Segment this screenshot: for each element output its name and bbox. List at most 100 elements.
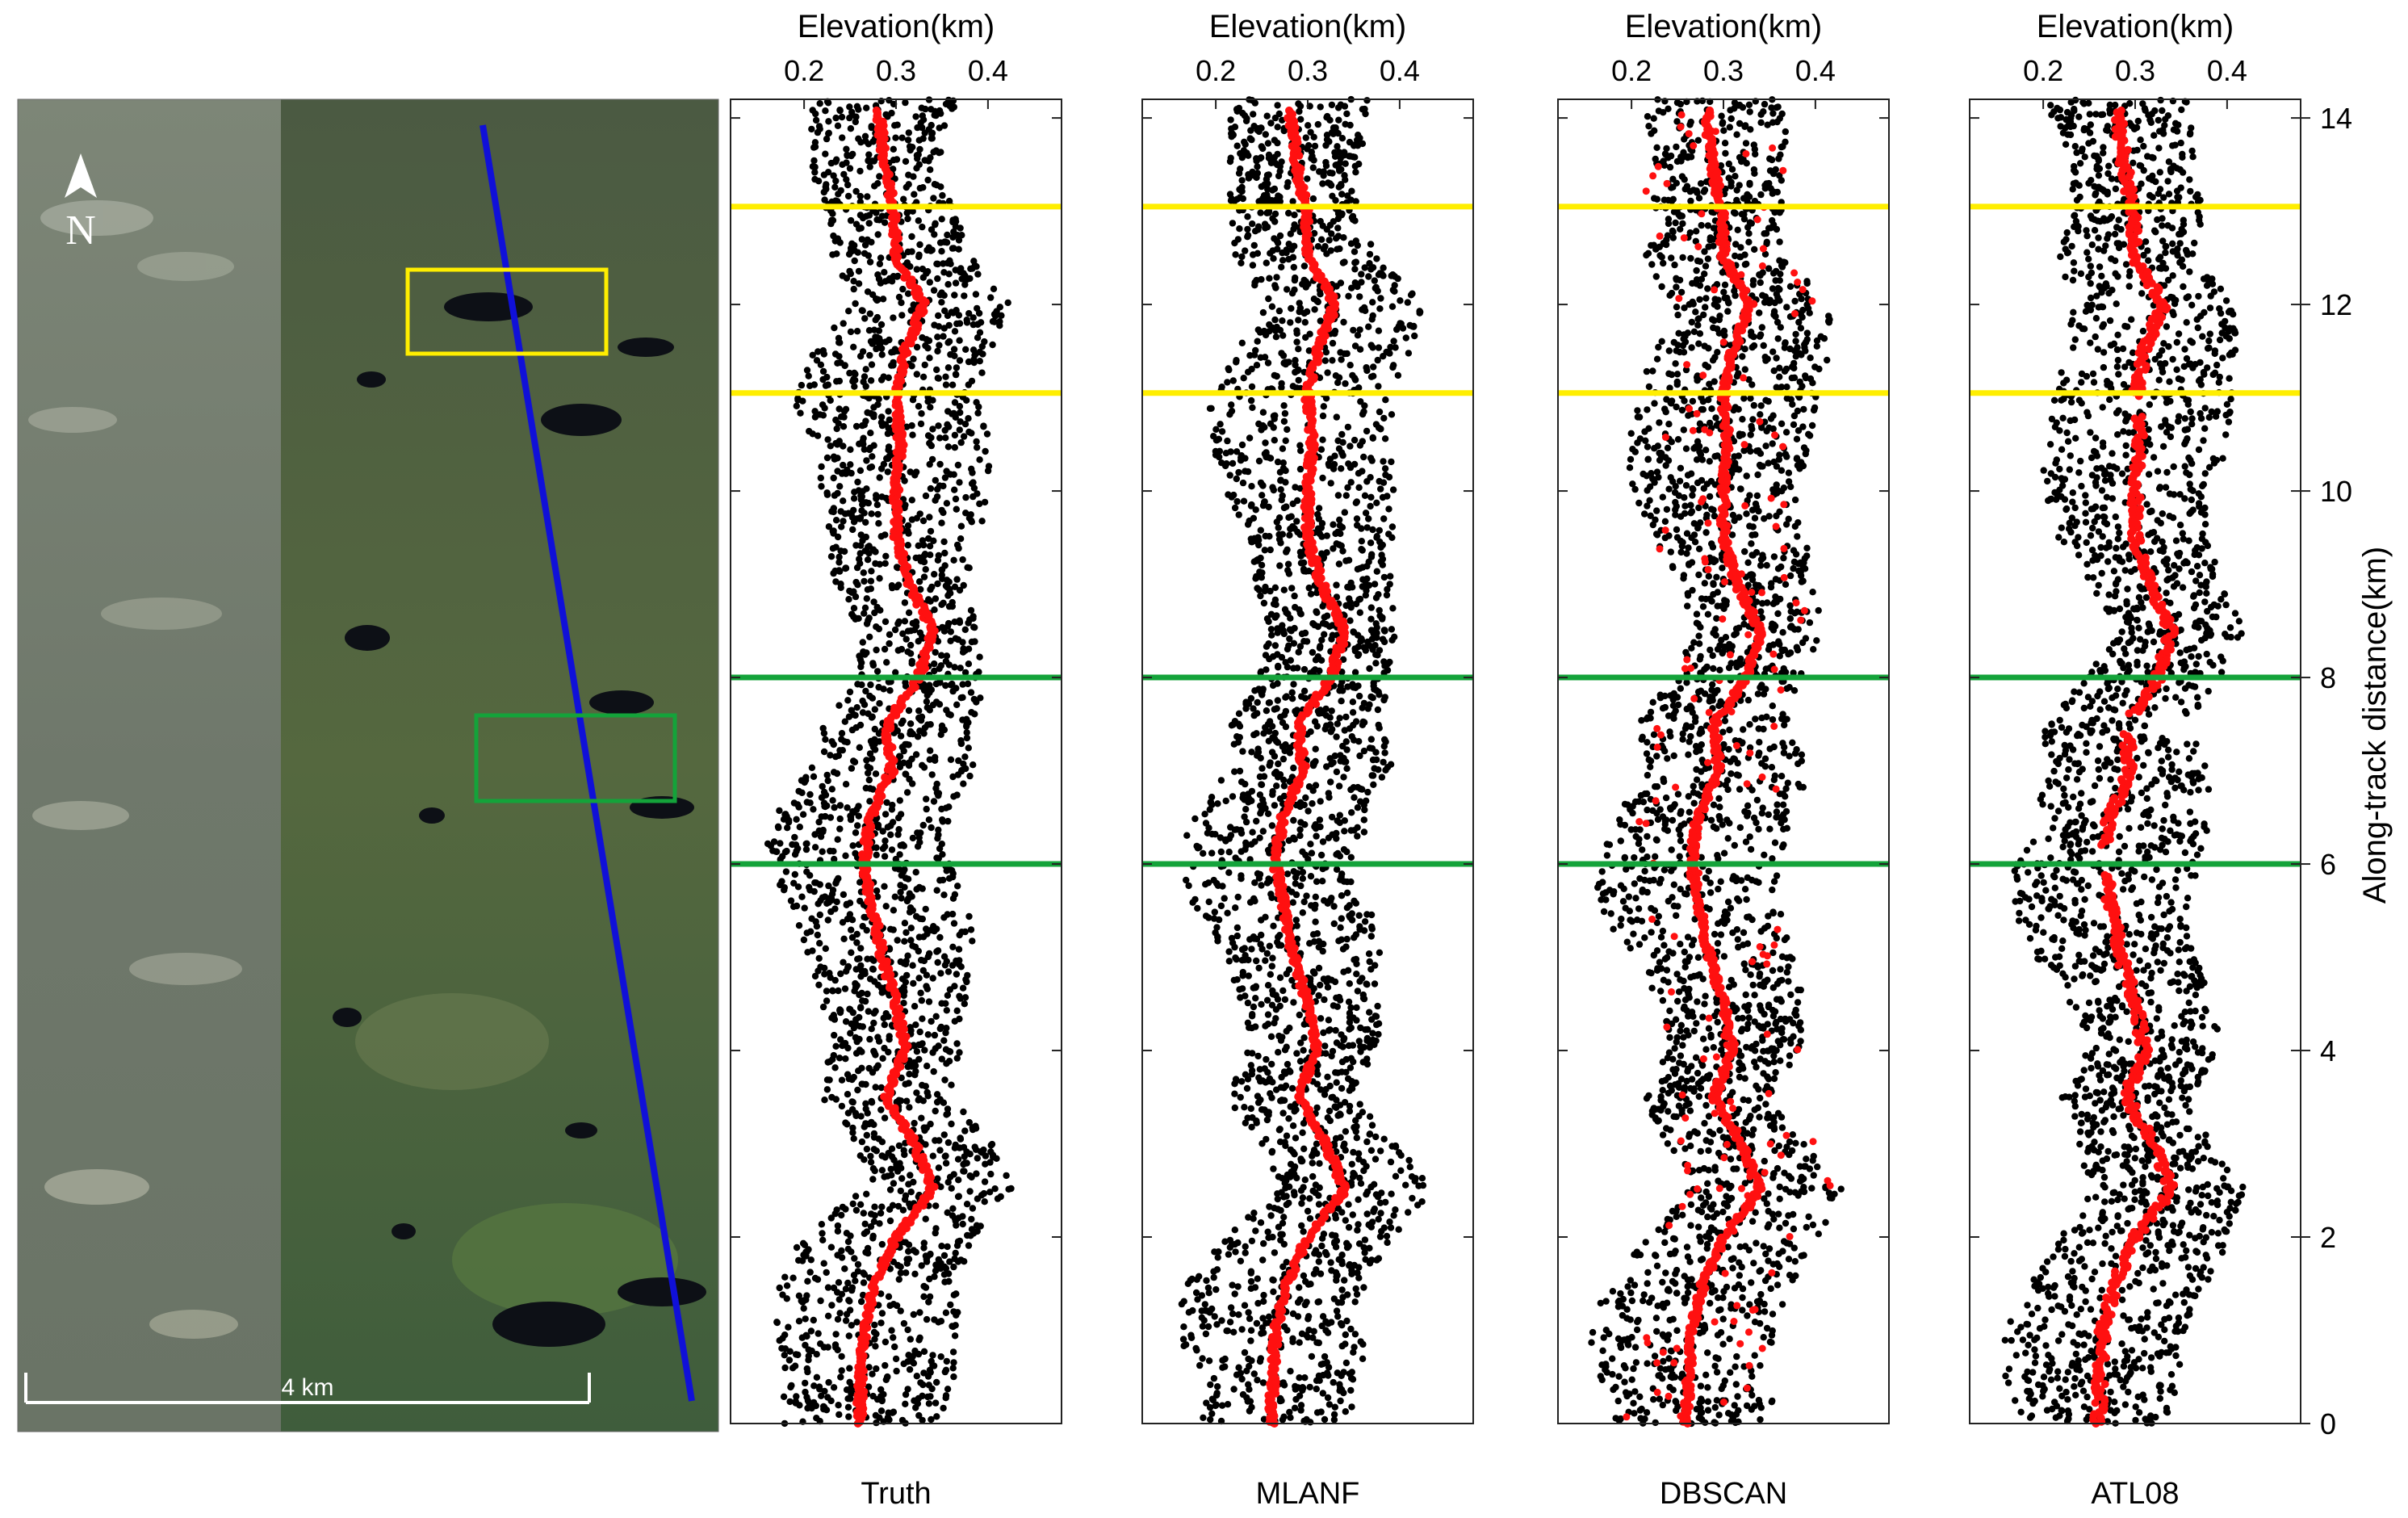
- noise-point: [848, 765, 856, 772]
- noise-point: [865, 151, 873, 158]
- noise-point: [1346, 362, 1354, 369]
- noise-point: [965, 358, 973, 366]
- noise-point: [819, 1003, 827, 1011]
- noise-point: [1300, 665, 1309, 673]
- noise-point: [900, 747, 907, 755]
- noise-point: [814, 432, 822, 439]
- noise-point: [986, 1189, 994, 1196]
- noise-point: [944, 1179, 952, 1186]
- noise-point: [946, 1258, 953, 1265]
- noise-point: [878, 212, 886, 220]
- lakes: [333, 292, 706, 1347]
- noise-point: [839, 161, 846, 168]
- noise-point: [877, 465, 886, 472]
- noise-point: [925, 157, 932, 165]
- noise-point: [846, 688, 854, 696]
- noise-point: [1217, 777, 1225, 784]
- noise-point: [901, 1196, 909, 1203]
- noise-point: [1273, 782, 1280, 790]
- noise-point: [983, 430, 991, 438]
- noise-point: [840, 320, 847, 327]
- noise-point: [919, 223, 926, 231]
- noise-point: [856, 656, 865, 663]
- noise-point: [882, 837, 889, 845]
- noise-point: [811, 169, 819, 176]
- noise-point: [1384, 1239, 1391, 1247]
- noise-point: [845, 308, 852, 315]
- noise-point: [1310, 985, 1317, 992]
- noise-point: [868, 510, 875, 518]
- noise-point: [781, 1331, 789, 1339]
- noise-point: [884, 430, 892, 438]
- noise-point: [827, 1397, 835, 1405]
- noise-point: [842, 1119, 849, 1126]
- noise-point: [960, 645, 967, 652]
- noise-point: [907, 720, 915, 728]
- noise-point: [859, 697, 866, 705]
- noise-point: [912, 1021, 919, 1029]
- noise-point: [1211, 1248, 1218, 1256]
- noise-point: [791, 851, 799, 858]
- noise-point: [835, 191, 842, 198]
- noise-point: [915, 217, 923, 224]
- noise-point: [944, 1386, 952, 1393]
- noise-point: [947, 756, 955, 763]
- noise-point: [828, 786, 836, 793]
- noise-point: [974, 490, 981, 497]
- noise-point: [964, 680, 972, 688]
- noise-point: [915, 1411, 923, 1419]
- noise-point: [858, 236, 866, 243]
- noise-point: [803, 1332, 810, 1340]
- green-zoom-box: [474, 713, 677, 803]
- noise-point: [803, 840, 810, 848]
- noise-point: [877, 1407, 886, 1415]
- noise-point: [1389, 486, 1397, 493]
- noise-point: [1343, 878, 1351, 886]
- noise-point: [843, 145, 850, 153]
- noise-point: [897, 1307, 904, 1315]
- noise-point: [857, 1004, 865, 1011]
- noise-point: [909, 834, 917, 842]
- noise-point: [900, 1147, 907, 1154]
- noise-point: [850, 343, 857, 350]
- noise-point: [1365, 323, 1372, 330]
- noise-point: [1224, 437, 1231, 445]
- noise-point: [907, 1189, 915, 1196]
- noise-point: [1300, 898, 1308, 906]
- noise-point: [950, 1373, 957, 1381]
- noise-point: [852, 300, 859, 308]
- noise-point: [941, 1368, 949, 1376]
- noise-point: [1248, 749, 1255, 756]
- noise-point: [949, 1323, 956, 1330]
- noise-point: [932, 1107, 939, 1115]
- noise-point: [949, 309, 957, 317]
- noise-point: [1229, 377, 1238, 384]
- noise-point: [1313, 878, 1321, 886]
- noise-point: [842, 781, 850, 788]
- noise-point: [944, 1209, 951, 1217]
- noise-point: [894, 121, 901, 128]
- noise-point: [1382, 396, 1389, 404]
- noise-point: [808, 915, 815, 922]
- noise-point: [968, 430, 975, 437]
- noise-point: [1248, 841, 1255, 848]
- noise-point: [840, 891, 848, 899]
- noise-point: [918, 410, 925, 417]
- noise-point: [871, 1167, 878, 1175]
- noise-point: [902, 958, 910, 965]
- noise-point: [900, 986, 907, 993]
- noise-point: [785, 1323, 792, 1331]
- noise-point: [837, 1036, 844, 1043]
- noise-point: [783, 1282, 791, 1289]
- noise-point: [1333, 413, 1341, 421]
- noise-point: [1380, 414, 1388, 422]
- noise-point: [1262, 439, 1269, 447]
- noise-point: [832, 177, 840, 185]
- noise-point: [867, 377, 875, 384]
- noise-point: [916, 241, 923, 249]
- noise-point: [1296, 832, 1304, 840]
- noise-point: [852, 1206, 861, 1214]
- noise-point: [950, 1359, 957, 1366]
- noise-point: [936, 845, 944, 853]
- noise-point: [1229, 220, 1237, 227]
